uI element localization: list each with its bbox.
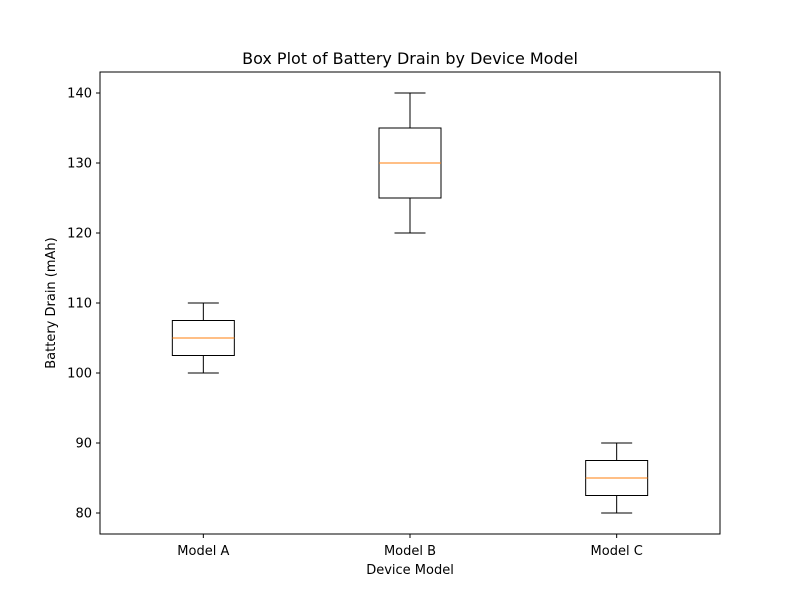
y-axis-label: Battery Drain (mAh) [44, 237, 59, 369]
x-axis-label: Device Model [366, 563, 454, 578]
y-tick-label: 80 [75, 507, 92, 522]
y-tick-label: 90 [75, 437, 92, 452]
y-tick-label: 140 [67, 87, 92, 102]
y-tick-label: 130 [67, 157, 92, 172]
x-tick-label: Model A [177, 544, 229, 559]
x-tick-label: Model C [591, 544, 643, 559]
plot-area: 80 90 100 110 120 130 140 Model A Model B Model C [67, 71, 721, 559]
x-tick-label: Model B [384, 544, 436, 559]
y-tick-label: 110 [67, 297, 92, 312]
y-tick-label: 120 [67, 227, 92, 242]
chart-title: Box Plot of Battery Drain by Device Mode… [242, 49, 578, 68]
y-tick-label: 100 [67, 367, 92, 382]
